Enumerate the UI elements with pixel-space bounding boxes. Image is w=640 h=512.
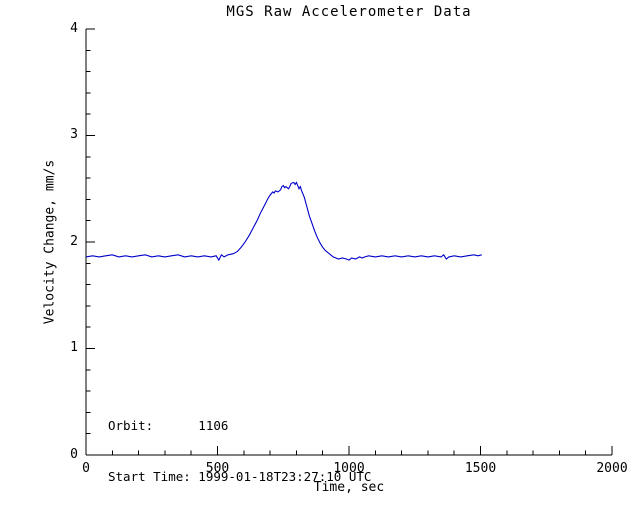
data-line-velocity-change [85,181,482,262]
y-tick-label-0: 0 [70,447,78,462]
annotation-block: Orbit: 1106 Start Time: 1999-01-18T23:27… [108,383,371,512]
x-axis-label: Time, sec [313,480,385,495]
x-tick-label-1: 500 [205,461,230,476]
annotation-start-time: Start Time: 1999-01-18T23:27:10 UTC [108,469,372,484]
y-tick-label-3: 3 [70,127,78,142]
y-tick-label-2: 2 [70,234,78,249]
x-tick-label-4: 2000 [596,461,628,476]
x-tick-label-3: 1500 [464,461,497,476]
chart-title: MGS Raw Accelerometer Data [226,4,472,20]
y-tick-label-1: 1 [70,340,78,355]
x-tick-label-2: 1000 [333,461,365,476]
x-tick-label-0: 0 [82,461,90,476]
annotation-orbit: Orbit: 1106 [108,418,229,433]
y-tick-label-4: 4 [70,21,78,36]
